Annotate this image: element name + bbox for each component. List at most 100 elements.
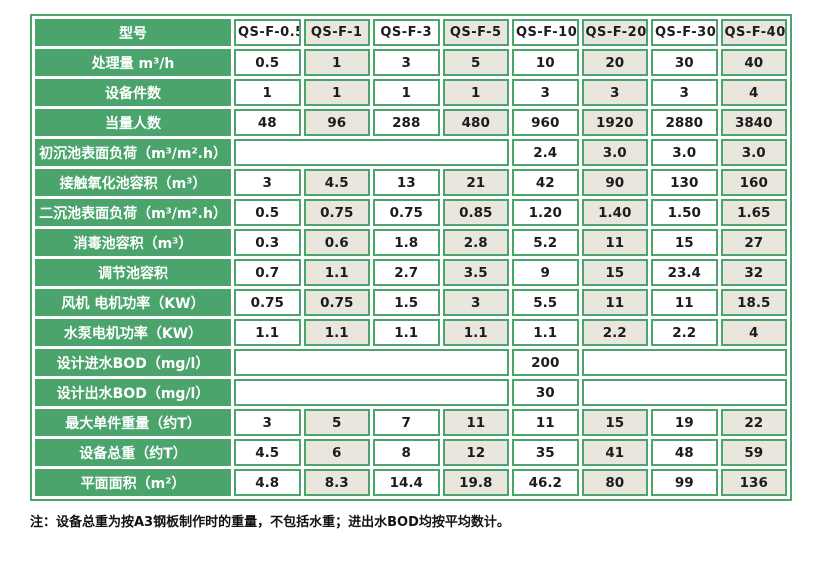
value-cell: 5.5	[512, 289, 579, 316]
header-row: 型号 QS-F-0.5 QS-F-1 QS-F-3 QS-F-5 QS-F-10 QS-F-…	[35, 19, 787, 46]
value-cell: 3840	[720, 109, 787, 136]
value-cell: 6	[303, 439, 370, 466]
row-label-cell: 消毒池容积（m³）	[35, 229, 231, 256]
value-cell: 1.50	[651, 199, 718, 226]
value-cell: 90	[581, 169, 648, 196]
value-cell: 15	[581, 259, 648, 286]
value-cell: 130	[651, 169, 718, 196]
table-row: 设计进水BOD（mg/l） 200	[35, 349, 787, 376]
value-cell: 20	[581, 49, 648, 76]
value-cell: 2.2	[651, 319, 718, 346]
table-row: 初沉池表面负荷（m³/m².h） 2.4 3.0 3.0 3.0	[35, 139, 787, 166]
model-header-cell: QS-F-5	[442, 19, 509, 46]
value-cell: 11	[651, 289, 718, 316]
model-header-cell: QS-F-10	[512, 19, 579, 46]
empty-cell	[234, 139, 509, 166]
row-label-cell: 初沉池表面负荷（m³/m².h）	[35, 139, 231, 166]
table-row: 设备总重（约T） 4.5 6 8 12 35 41 48 59	[35, 439, 787, 466]
value-cell: 1	[303, 49, 370, 76]
model-header-cell: QS-F-40	[720, 19, 787, 46]
value-cell: 41	[581, 439, 648, 466]
value-cell: 3.5	[442, 259, 509, 286]
value-cell: 40	[720, 49, 787, 76]
value-cell: 1.1	[303, 319, 370, 346]
value-cell: 2.7	[373, 259, 440, 286]
table-row: 风机 电机功率（KW） 0.75 0.75 1.5 3 5.5 11 11 18.5	[35, 289, 787, 316]
value-cell: 3	[512, 79, 579, 106]
table-row: 设备件数 1 1 1 1 3 3 3 4	[35, 79, 787, 106]
value-cell: 160	[720, 169, 787, 196]
row-label-cell: 设计出水BOD（mg/l）	[35, 379, 231, 406]
value-cell: 11	[581, 289, 648, 316]
value-cell: 3.0	[720, 139, 787, 166]
model-header-cell: QS-F-30	[651, 19, 718, 46]
value-cell: 1.1	[373, 319, 440, 346]
value-cell: 1	[234, 79, 301, 106]
value-cell: 5	[442, 49, 509, 76]
value-cell: 99	[651, 469, 718, 496]
table-row: 设计出水BOD（mg/l） 30	[35, 379, 787, 406]
value-cell: 3	[651, 79, 718, 106]
value-cell: 22	[720, 409, 787, 436]
value-cell: 0.3	[234, 229, 301, 256]
empty-cell	[581, 379, 787, 406]
value-cell: 21	[442, 169, 509, 196]
value-cell: 0.85	[442, 199, 509, 226]
value-cell: 1.40	[581, 199, 648, 226]
value-cell: 1	[303, 79, 370, 106]
value-cell: 7	[373, 409, 440, 436]
value-cell: 8	[373, 439, 440, 466]
value-cell: 1	[373, 79, 440, 106]
row-label-cell: 接触氧化池容积（m³）	[35, 169, 231, 196]
row-label-cell: 当量人数	[35, 109, 231, 136]
table-row: 二沉池表面负荷（m³/m².h） 0.5 0.75 0.75 0.85 1.20 1.40 1…	[35, 199, 787, 226]
value-cell: 15	[651, 229, 718, 256]
value-cell: 0.6	[303, 229, 370, 256]
value-cell: 1.1	[234, 319, 301, 346]
value-cell: 30	[512, 379, 579, 406]
value-cell: 30	[651, 49, 718, 76]
value-cell: 11	[581, 229, 648, 256]
value-cell: 35	[512, 439, 579, 466]
row-label-cell: 二沉池表面负荷（m³/m².h）	[35, 199, 231, 226]
value-cell: 288	[373, 109, 440, 136]
value-cell: 8.3	[303, 469, 370, 496]
value-cell: 1.1	[442, 319, 509, 346]
value-cell: 0.5	[234, 49, 301, 76]
value-cell: 5	[303, 409, 370, 436]
value-cell: 46.2	[512, 469, 579, 496]
footnote: 注：设备总重为按A3钢板制作时的重量，不包括水重；进出水BOD均按平均数计。	[30, 515, 510, 530]
value-cell: 1.1	[512, 319, 579, 346]
value-cell: 0.75	[303, 289, 370, 316]
value-cell: 1.20	[512, 199, 579, 226]
model-header-cell: QS-F-3	[373, 19, 440, 46]
value-cell: 3	[581, 79, 648, 106]
table-row: 平面面积（m²） 4.8 8.3 14.4 19.8 46.2 80 99 136	[35, 469, 787, 496]
value-cell: 4.8	[234, 469, 301, 496]
row-label-cell: 调节池容积	[35, 259, 231, 286]
table-row: 消毒池容积（m³） 0.3 0.6 1.8 2.8 5.2 11 15 27	[35, 229, 787, 256]
value-cell: 59	[720, 439, 787, 466]
value-cell: 42	[512, 169, 579, 196]
value-cell: 1.8	[373, 229, 440, 256]
row-label-cell: 平面面积（m²）	[35, 469, 231, 496]
value-cell: 48	[651, 439, 718, 466]
table-row: 调节池容积 0.7 1.1 2.7 3.5 9 15 23.4 32	[35, 259, 787, 286]
value-cell: 0.7	[234, 259, 301, 286]
row-label-cell: 水泵电机功率（KW）	[35, 319, 231, 346]
value-cell: 4	[720, 79, 787, 106]
value-cell: 19.8	[442, 469, 509, 496]
value-cell: 3.0	[581, 139, 648, 166]
value-cell: 2.2	[581, 319, 648, 346]
value-cell: 27	[720, 229, 787, 256]
value-cell: 1	[442, 79, 509, 106]
value-cell: 2880	[651, 109, 718, 136]
value-cell: 4	[720, 319, 787, 346]
value-cell: 48	[234, 109, 301, 136]
value-cell: 5.2	[512, 229, 579, 256]
value-cell: 15	[581, 409, 648, 436]
header-label-cell: 型号	[35, 19, 231, 46]
value-cell: 4.5	[234, 439, 301, 466]
empty-cell	[234, 349, 509, 376]
model-header-cell: QS-F-1	[303, 19, 370, 46]
